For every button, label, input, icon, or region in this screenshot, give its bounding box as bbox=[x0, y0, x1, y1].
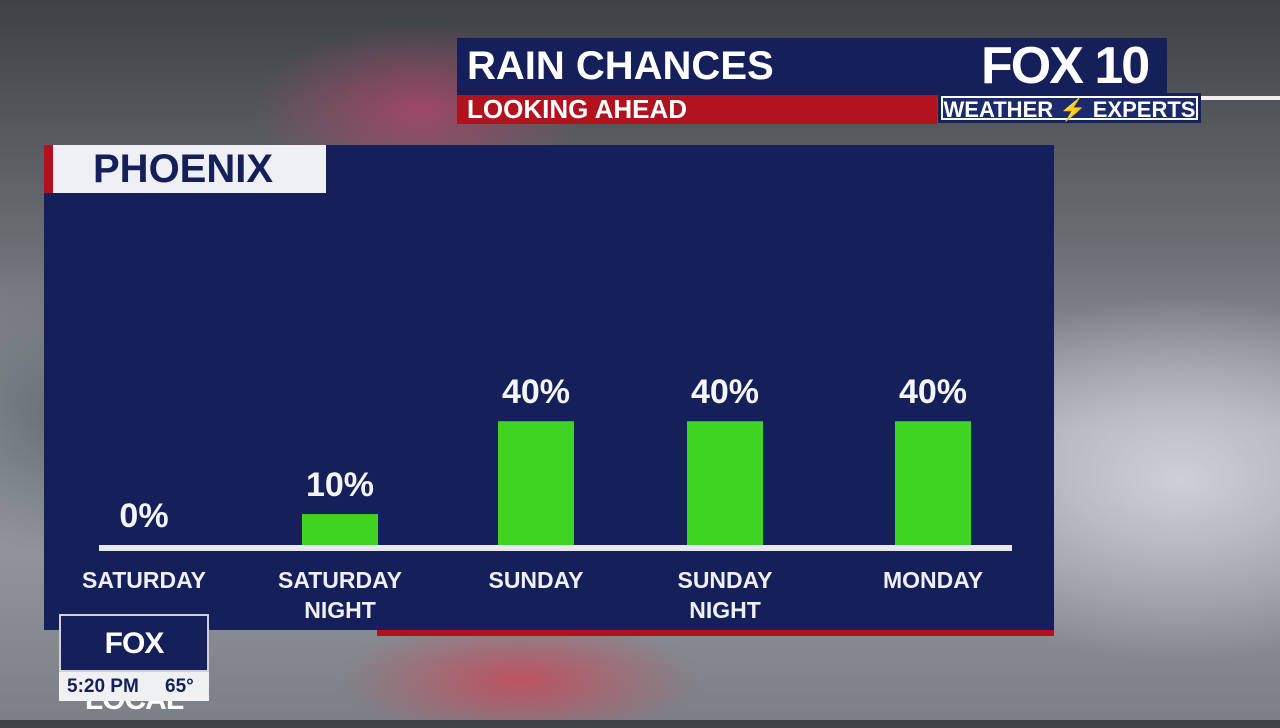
title-panel: RAIN CHANCES LOOKING AHEAD bbox=[457, 38, 937, 124]
station-bug: FOX LOCAL 5:20 PM 65° bbox=[59, 614, 209, 716]
category-label-2-0: SUNDAY bbox=[488, 567, 583, 593]
bar-value-label-1: 10% bbox=[306, 466, 374, 504]
bug-brand: FOX LOCAL bbox=[59, 614, 209, 716]
category-label-1-1: NIGHT bbox=[304, 597, 376, 623]
chart-baseline bbox=[99, 545, 1012, 551]
chart-subtitle: LOOKING AHEAD bbox=[457, 95, 937, 124]
bar-value-label-3: 40% bbox=[691, 373, 759, 411]
bar-value-label-2: 40% bbox=[502, 373, 570, 411]
bar-3 bbox=[687, 421, 763, 545]
rain-chance-chart: 0% SATURDAY 10% SATURDAY NIGHT 40% SUNDAY 40% SU… bbox=[82, 373, 1012, 623]
bar-value-label-4: 40% bbox=[899, 373, 967, 411]
bar-4 bbox=[895, 421, 971, 545]
chart-accent-bar bbox=[377, 630, 1054, 636]
category-label-1-0: SATURDAY bbox=[278, 567, 402, 593]
logo-tagline-box: WEATHER ⚡ EXPERTS bbox=[938, 93, 1201, 123]
bug-info: 5:20 PM 65° bbox=[59, 672, 209, 701]
logo-text: FOX 10 bbox=[981, 37, 1150, 95]
location-label: PHOENIX bbox=[44, 145, 326, 193]
clock-time: 5:20 PM bbox=[67, 676, 139, 697]
divider-line bbox=[1201, 96, 1280, 100]
chart-title: RAIN CHANCES bbox=[457, 38, 937, 95]
current-temperature: 65° bbox=[165, 676, 194, 697]
category-label-3-1: NIGHT bbox=[689, 597, 761, 623]
bar-value-label-0: 0% bbox=[119, 497, 168, 535]
bar-2 bbox=[498, 421, 574, 545]
bar-1 bbox=[302, 514, 378, 545]
location-text: PHOENIX bbox=[93, 147, 274, 191]
category-label-4-0: MONDAY bbox=[883, 567, 983, 593]
category-label-3-0: SUNDAY bbox=[677, 567, 772, 593]
logo-tagline: WEATHER ⚡ EXPERTS bbox=[943, 97, 1196, 122]
station-logo: FOX 10 bbox=[937, 38, 1167, 95]
category-label-0-0: SATURDAY bbox=[82, 567, 206, 593]
